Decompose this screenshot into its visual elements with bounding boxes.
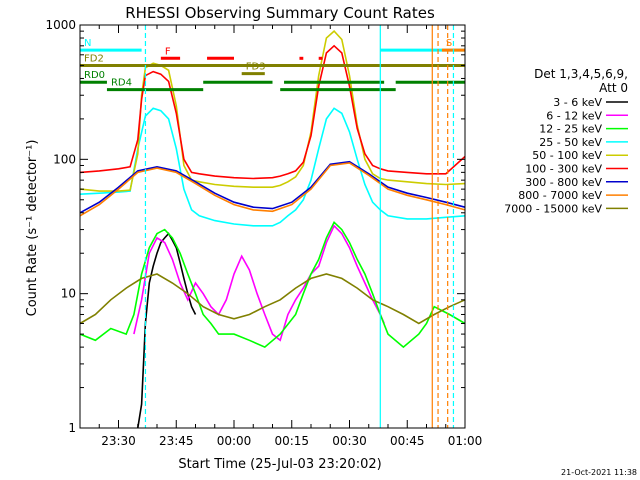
x-tick-label-0: 23:30 (101, 434, 136, 448)
annotation-label-5: RD0 (84, 70, 105, 81)
x-tick-label-1: 23:45 (159, 434, 194, 448)
series-line-1 (133, 224, 385, 342)
annotation-label-4: FD3 (246, 62, 266, 73)
legend-label-1: 6 - 12 keV (546, 109, 602, 122)
annotation-label-6: RD4 (111, 78, 132, 89)
legend-label-5: 100 - 300 keV (525, 163, 602, 176)
series-line-2 (79, 220, 466, 349)
series-line-4 (79, 29, 466, 192)
legend-label-3: 25 - 50 keV (539, 136, 602, 149)
x-tick-label-3: 00:15 (274, 434, 309, 448)
legend-label-6: 300 - 800 keV (525, 176, 602, 189)
legend-label-4: 50 - 100 keV (532, 149, 602, 162)
annotation-label-3: FD2 (84, 53, 104, 64)
annotation-label-1: S (446, 38, 452, 49)
legend-label-2: 12 - 25 keV (539, 123, 602, 136)
legend-label-8: 7000 - 15000 keV (504, 202, 602, 215)
x-tick-label-2: 00:00 (217, 434, 252, 448)
series-line-6 (79, 160, 466, 214)
series-line-7 (79, 162, 466, 217)
series-line-3 (79, 107, 466, 227)
legend-header-line-2: Att 0 (599, 81, 628, 95)
legend-label-0: 3 - 6 keV (553, 96, 602, 109)
y-tick-label-1: 10 (61, 287, 76, 301)
x-axis-label: Start Time (25-Jul-03 23:20:02) (178, 457, 381, 472)
x-tick-label-5: 00:45 (390, 434, 425, 448)
series-line-0 (137, 232, 197, 429)
y-tick-label-0: 1 (68, 421, 76, 435)
y-tick-label-3: 1000 (45, 18, 76, 32)
x-tick-label-6: 01:00 (448, 434, 483, 448)
legend-header-line-1: Det 1,3,4,5,6,9, (534, 67, 628, 81)
plot-area: N S F FD2 FD3 RD0 RD4 1 10 100 1000 23:30 23:45 00:00… (45, 18, 482, 448)
y-tick-label-2: 100 (53, 152, 76, 166)
annotation-label-2: F (165, 46, 171, 57)
x-tick-label-4: 00:30 (332, 434, 367, 448)
series-line-8 (79, 273, 466, 325)
y-axis-label: Count Rate (s⁻¹ detector⁻¹) (25, 140, 40, 317)
legend-label-7: 800 - 7000 keV (518, 189, 602, 202)
annotation-label-0: N (84, 38, 91, 49)
footer-date: 21-Oct-2021 11:38 (561, 468, 637, 477)
chart-title: RHESSI Observing Summary Count Rates (125, 4, 435, 22)
